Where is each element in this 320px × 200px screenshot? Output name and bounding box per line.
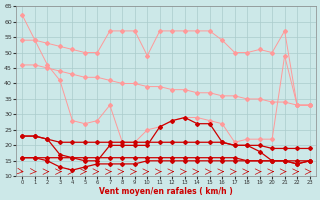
X-axis label: Vent moyen/en rafales ( km/h ): Vent moyen/en rafales ( km/h )	[99, 187, 233, 196]
